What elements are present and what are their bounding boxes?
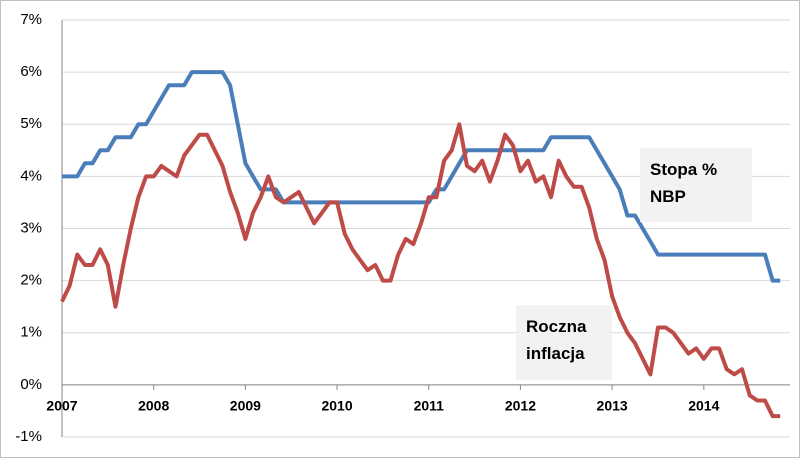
x-tick-label: 2011 <box>414 398 445 414</box>
y-tick-label: -1% <box>15 428 42 445</box>
y-tick-label: 4% <box>20 167 42 184</box>
x-tick-label: 2013 <box>597 398 628 414</box>
x-tick-label: 2009 <box>230 398 261 414</box>
y-tick-label: 7% <box>20 11 42 28</box>
x-tick-label: 2010 <box>321 398 352 414</box>
series-label: Stopa % NBP <box>640 148 752 222</box>
y-tick-label: 5% <box>20 115 42 132</box>
x-tick-label: 2007 <box>46 398 77 414</box>
series-line <box>60 122 781 419</box>
y-tick-label: 1% <box>20 324 42 341</box>
x-tick-label: 2014 <box>688 398 719 414</box>
y-tick-label: 0% <box>20 376 42 393</box>
y-tick-label: 6% <box>20 63 42 80</box>
x-tick-label: 2012 <box>505 398 536 414</box>
series-label-text: Stopa % NBP <box>650 160 718 206</box>
series-line <box>62 70 781 283</box>
series-label: Roczna inflacja <box>516 305 612 380</box>
series-label-text: Roczna inflacja <box>526 317 587 363</box>
y-tick-label: 3% <box>20 219 42 236</box>
x-tick-label: 2008 <box>138 398 169 414</box>
y-tick-label: 2% <box>20 272 42 289</box>
